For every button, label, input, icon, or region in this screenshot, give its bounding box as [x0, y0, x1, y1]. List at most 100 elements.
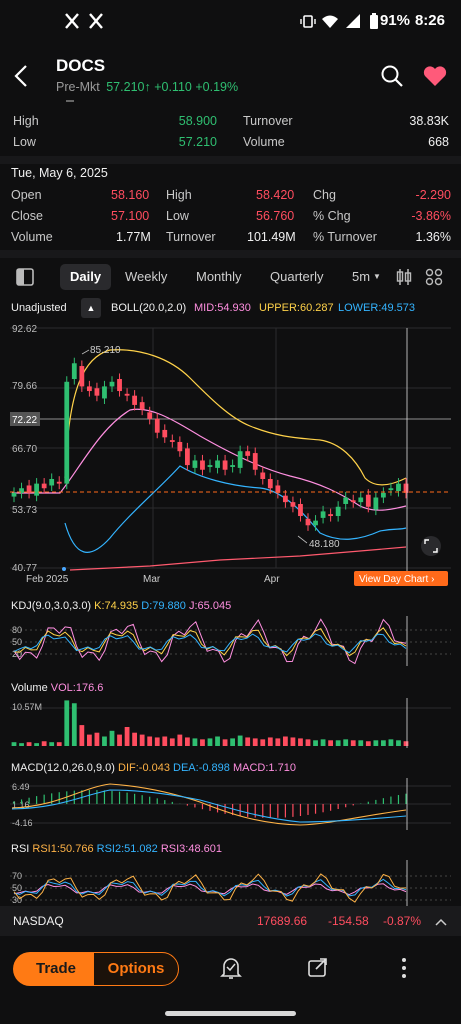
candle [358, 497, 364, 503]
tab-quarterly[interactable]: Quarterly [270, 269, 324, 284]
index-ticker[interactable]: NASDAQ 17689.66 -154.58 -0.87% [0, 906, 461, 936]
home-indicator[interactable] [165, 1011, 296, 1016]
tab-daily[interactable]: Daily [60, 264, 112, 290]
macd-value: MACD:1.710 [232, 762, 296, 774]
volume-bar [139, 734, 145, 746]
x-app-icon [65, 13, 103, 29]
candle [305, 518, 311, 526]
volume-bar [147, 736, 153, 746]
sidebar-toggle-icon[interactable] [16, 268, 34, 286]
close-value: 57.100 [111, 209, 150, 223]
volume-title: Volume [11, 682, 48, 694]
macd-chart[interactable]: 6.49 1.16 -4.16 [0, 778, 461, 830]
index-pct: -0.87% [383, 914, 422, 928]
candle [328, 514, 334, 517]
boll-upper: UPPER:60.287 [259, 302, 334, 314]
battery-icon [370, 13, 378, 29]
volume-bar [320, 739, 326, 746]
kdj-tick: 50 [12, 637, 22, 647]
volume-bar [290, 737, 296, 746]
tab-monthly[interactable]: Monthly [196, 269, 242, 284]
candle [192, 460, 198, 468]
grid-settings-icon[interactable] [425, 268, 443, 286]
options-button[interactable]: Options [93, 952, 179, 986]
premarket-label: Pre-Mkt [56, 80, 100, 94]
kdj-chart[interactable]: 80 50 20 [0, 616, 461, 666]
day-low-label: Low [166, 209, 189, 223]
volume-bar [162, 736, 168, 746]
candle [373, 497, 379, 510]
candle-type-icon[interactable] [395, 268, 413, 286]
pct-turnover-label: % Turnover [313, 230, 377, 244]
expand-up-icon[interactable] [435, 917, 447, 927]
candle [313, 520, 318, 526]
tab-5m[interactable]: 5m [352, 269, 371, 284]
candle [162, 429, 168, 438]
candle [79, 366, 85, 387]
adjust-label[interactable]: Unadjusted [11, 302, 67, 314]
alert-bell-icon[interactable] [220, 956, 242, 980]
volume-bar [200, 739, 205, 746]
tab-weekly[interactable]: Weekly [125, 269, 168, 284]
volume-bar [64, 700, 70, 746]
volume-bar [79, 725, 85, 746]
crosshair-price: 72.22 [12, 415, 37, 426]
up-arrow-icon: ↑ [144, 80, 151, 94]
back-icon[interactable] [12, 64, 30, 88]
watchlist-heart-icon[interactable] [422, 64, 448, 88]
collapse-up-icon[interactable]: ▲ [81, 298, 101, 318]
dropdown-icon[interactable]: ▼ [373, 272, 381, 281]
day-volume-value: 1.77M [116, 230, 151, 244]
boll-mid: MID:54.930 [194, 302, 251, 314]
boll-lower-line [64, 465, 407, 553]
bottom-action-bar: Trade Options [0, 940, 461, 1000]
volume-bar [192, 738, 198, 746]
macd-legend: MACD(12.0,26.0,9.0) DIF:-0.043 DEA:-0.89… [11, 762, 296, 774]
candle [207, 465, 213, 467]
share-icon[interactable] [307, 956, 329, 978]
index-name: NASDAQ [13, 914, 64, 928]
candles [11, 357, 409, 531]
pct-chg-value: -3.86% [411, 209, 451, 223]
search-icon[interactable] [380, 64, 404, 88]
high-value: 58.900 [178, 114, 217, 128]
volume-bar [403, 741, 409, 746]
macd-dif-line [11, 783, 407, 826]
candle [56, 481, 62, 484]
candle [154, 418, 160, 433]
candle [94, 388, 100, 396]
y-tick: 66.70 [12, 444, 37, 455]
volume-tick: 10.57M [12, 702, 42, 712]
view-day-chart-label[interactable]: View Day Chart › [359, 574, 434, 585]
low-value: 57.210 [178, 135, 217, 149]
volume-bar [222, 739, 228, 746]
volume-chart[interactable]: 10.57M [0, 698, 461, 748]
volume-bar [169, 738, 175, 746]
more-icon[interactable] [401, 957, 407, 979]
volume-bar [71, 703, 77, 746]
volume-bar [252, 738, 258, 746]
kdj-k: K:74.935 [94, 600, 139, 612]
period-tabs: Daily Weekly Monthly Quarterly 5m ▼ [0, 258, 461, 294]
volume-bar [343, 739, 349, 746]
volume-value: 668 [428, 135, 449, 149]
volume-bar [26, 742, 32, 746]
candle [19, 488, 24, 493]
macd-tick: 6.49 [12, 782, 30, 792]
fullscreen-icon[interactable] [421, 536, 441, 556]
trade-button[interactable]: Trade [13, 952, 99, 986]
view-day-chart-button[interactable] [354, 571, 448, 586]
volume-bar [177, 734, 183, 746]
volume-bar [102, 736, 107, 746]
candle [200, 460, 205, 470]
stock-header: DOCS Pre-Mkt 57.210↑ +0.110 +0.19% [0, 50, 461, 104]
candle [49, 478, 55, 486]
rsi-chart[interactable]: 70 50 30 [0, 860, 461, 906]
candle [109, 381, 115, 387]
premarket-price: 57.210 [106, 80, 145, 94]
boll-mid-line [12, 408, 407, 511]
price-chart[interactable]: 92.62 79.66 72.22 66.70 53.73 40.77 85.2… [0, 318, 461, 588]
volume-bars [11, 700, 409, 746]
event-marker[interactable] [62, 567, 66, 571]
rsi1: RSI1:50.766 [32, 843, 94, 855]
